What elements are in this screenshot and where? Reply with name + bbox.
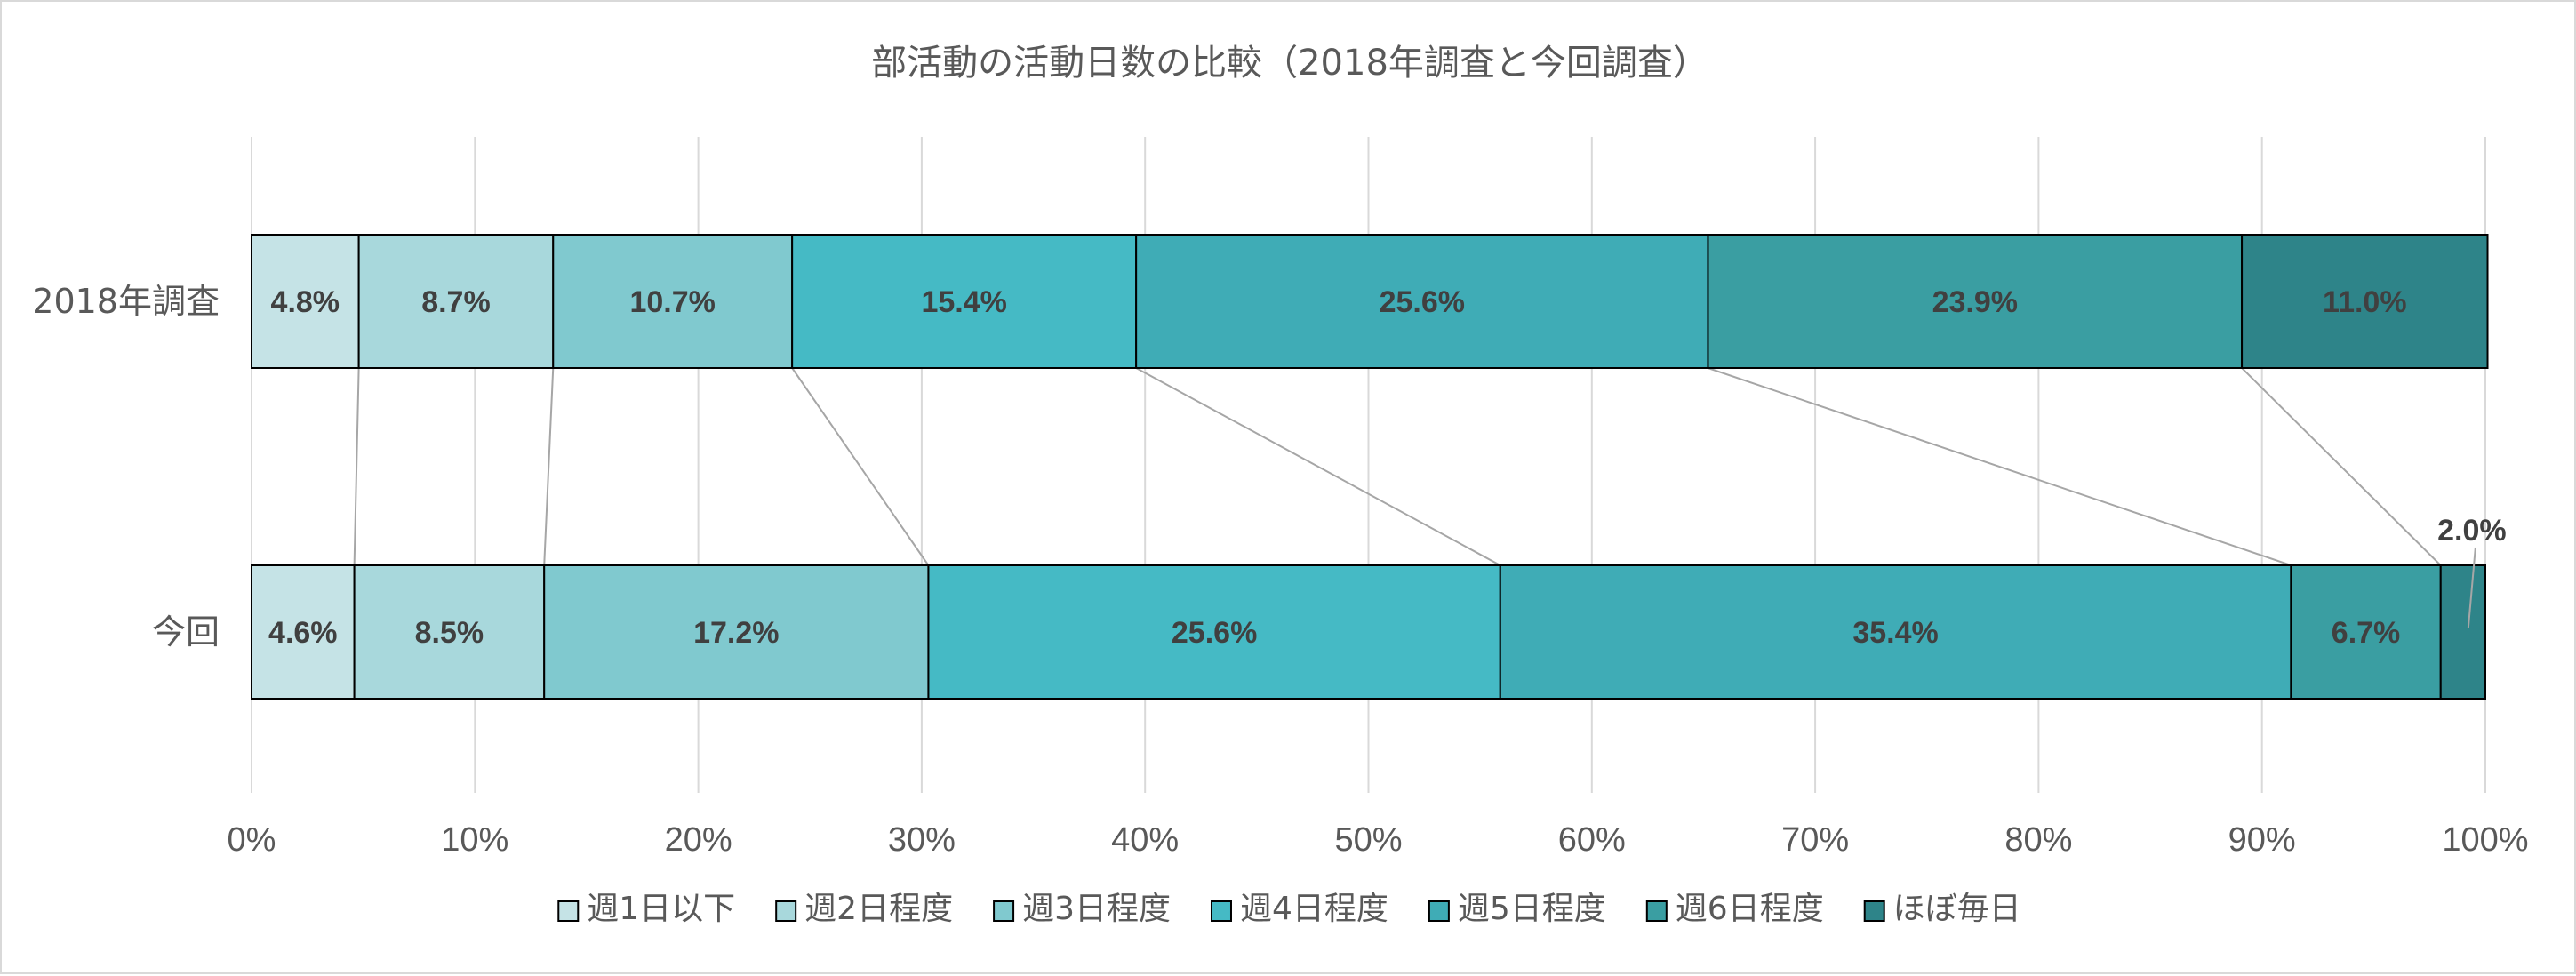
x-tick-label: 50% [1334, 821, 1402, 859]
data-label: 6.7% [2332, 616, 2401, 650]
data-label: 4.8% [271, 285, 340, 319]
data-label: 25.6% [1172, 616, 1257, 650]
bar-segment [2241, 234, 2489, 369]
data-label: 17.2% [693, 616, 779, 650]
bar-segment [357, 234, 555, 369]
legend-swatch [1863, 900, 1885, 922]
x-tick-label: 30% [888, 821, 956, 859]
bar-segment [1135, 234, 1709, 369]
legend-label: 週5日程度 [1458, 891, 1606, 927]
series-line [1135, 367, 1501, 566]
x-tick-label: 40% [1111, 821, 1179, 859]
data-labels: 4.8% 8.7% 10.7% 15.4% 25.6% 23.9% 11.0% 4.6% 8.5… [268, 285, 2507, 650]
x-tick-label: 80% [2004, 821, 2072, 859]
x-axis-ticks: 0% 10% 20% 30% 40% 50% 60% 70% 80% 90% 100% [228, 821, 2529, 859]
legend-label: 週6日程度 [1676, 891, 1824, 927]
x-tick-label: 20% [665, 821, 732, 859]
data-label: 25.6% [1380, 285, 1465, 319]
series-line [543, 367, 555, 566]
legend-label: 週4日程度 [1240, 891, 1388, 927]
x-tick-label: 100% [2442, 821, 2528, 859]
legend-swatch [1428, 900, 1450, 922]
x-tick-label: 10% [441, 821, 508, 859]
category-label: 2018年調査 [32, 282, 220, 321]
legend-label: 週3日程度 [1022, 891, 1171, 927]
data-label: 8.5% [415, 616, 484, 650]
x-tick-label: 60% [1558, 821, 1626, 859]
chart-title: 部活動の活動日数の比較（2018年調査と今回調査） [871, 43, 1708, 84]
bar-segment [791, 234, 1138, 369]
series-line [2241, 367, 2442, 566]
bar-segment [251, 234, 360, 369]
data-label: 4.6% [268, 616, 338, 650]
data-label: 11.0% [2323, 285, 2407, 319]
legend-label: 週2日程度 [804, 891, 953, 927]
bar-segment [1499, 564, 2292, 700]
legend-swatch [993, 900, 1015, 922]
x-tick-label: 0% [228, 821, 276, 859]
bar-segment [543, 564, 930, 700]
bar-segment [353, 564, 546, 700]
bar-segment [1707, 234, 2244, 369]
bar-segment [2439, 564, 2486, 700]
bars [251, 234, 2489, 700]
data-label: 15.4% [921, 285, 1006, 319]
bar-segment [552, 234, 794, 369]
label-leader [2467, 547, 2476, 628]
legend-swatch [775, 900, 797, 922]
legend-label: 週1日以下 [587, 891, 735, 927]
x-tick-label: 70% [1781, 821, 1849, 859]
bar-segment [927, 564, 1501, 700]
data-label: 23.9% [1932, 285, 2018, 319]
series-line [791, 367, 930, 566]
legend-swatch [1210, 900, 1232, 922]
legend: 週1日以下 週2日程度 週3日程度 週4日程度 週5日程度 週6日程度 ほぼ毎日 [557, 891, 2021, 927]
data-label: 8.7% [421, 285, 491, 319]
legend-swatch [1645, 900, 1668, 922]
data-label: 35.4% [1852, 616, 1938, 650]
data-label: 2.0% [2437, 514, 2507, 548]
series-lines [353, 367, 2442, 566]
bar-segment [2290, 564, 2442, 700]
category-label: 今回 [152, 612, 220, 652]
series-line [353, 367, 360, 566]
legend-swatch [557, 900, 580, 922]
x-tick-label: 90% [2228, 821, 2296, 859]
series-line [1708, 367, 2292, 566]
legend-label: ほぼ毎日 [1893, 891, 2021, 927]
data-label: 10.7% [629, 285, 715, 319]
